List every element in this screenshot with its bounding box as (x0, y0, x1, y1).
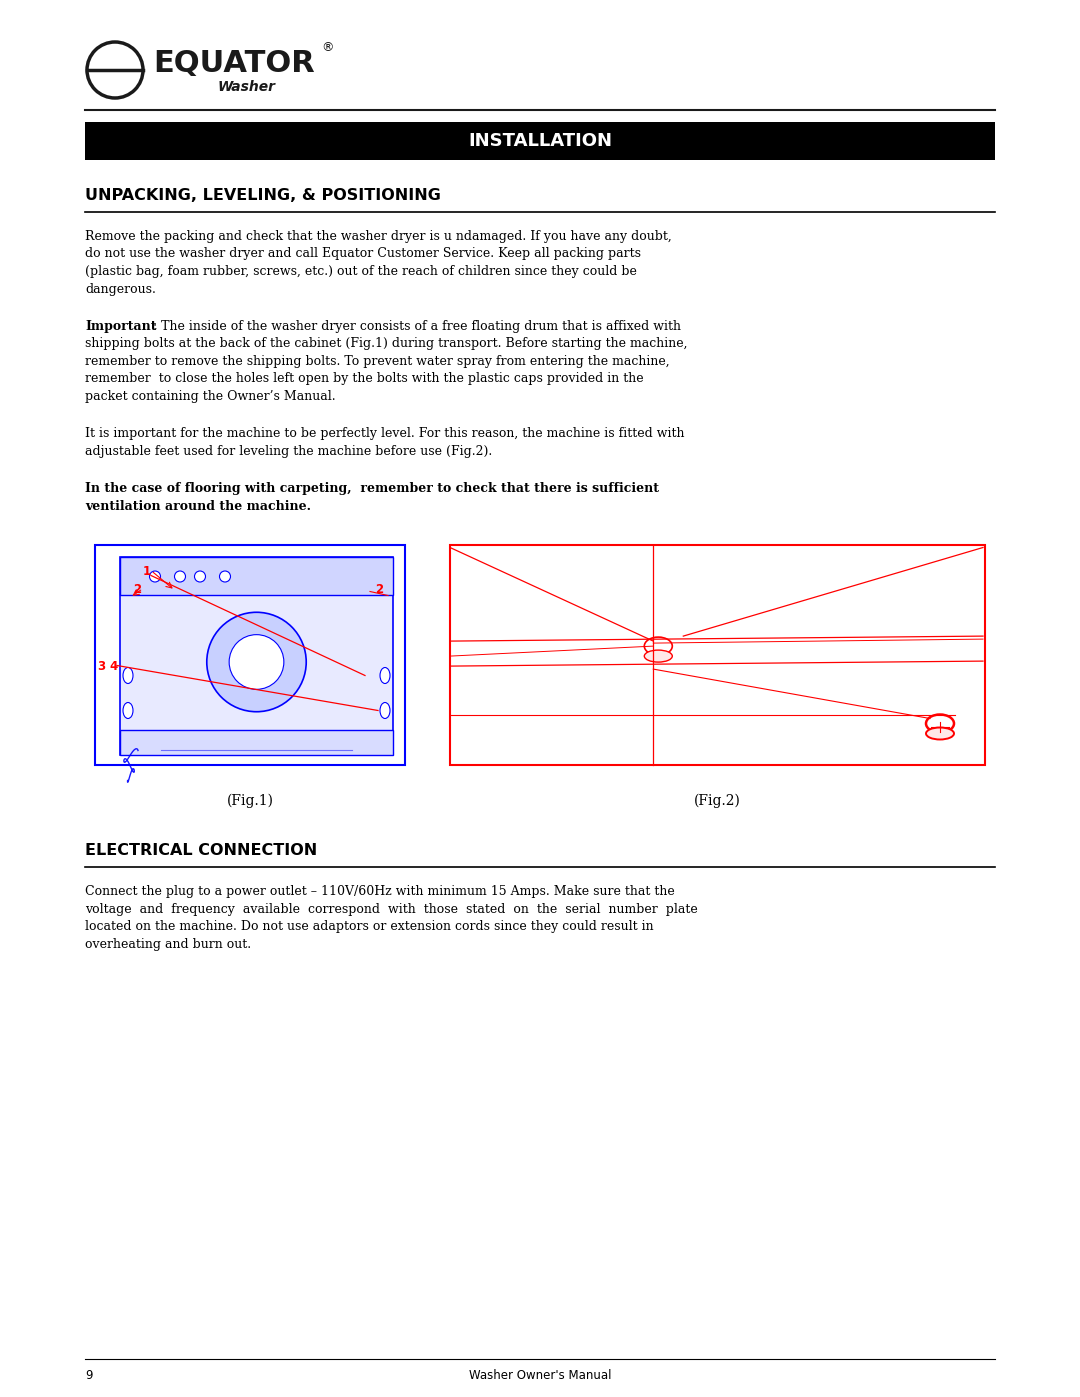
Text: ®: ® (321, 42, 334, 54)
Text: In the case of flooring with carpeting,  remember to check that there is suffici: In the case of flooring with carpeting, … (85, 482, 659, 496)
Text: Washer: Washer (218, 80, 276, 94)
Text: remember  to close the holes left open by the bolts with the plastic caps provid: remember to close the holes left open by… (85, 373, 644, 386)
Circle shape (206, 612, 307, 711)
Circle shape (175, 571, 186, 583)
Text: (Fig.2): (Fig.2) (694, 793, 741, 807)
Text: It is important for the machine to be perfectly level. For this reason, the mach: It is important for the machine to be pe… (85, 427, 685, 440)
Bar (95, 545, 405, 766)
Ellipse shape (380, 668, 390, 683)
Text: adjustable feet used for leveling the machine before use (Fig.2).: adjustable feet used for leveling the ma… (85, 446, 492, 458)
Text: dangerous.: dangerous. (85, 282, 156, 296)
Text: remember to remove the shipping bolts. To prevent water spray from entering the : remember to remove the shipping bolts. T… (85, 355, 670, 367)
Ellipse shape (926, 728, 954, 739)
Circle shape (229, 634, 284, 689)
Text: INSTALLATION: INSTALLATION (468, 131, 612, 149)
Ellipse shape (123, 668, 133, 683)
Text: 1: 1 (143, 566, 151, 578)
Bar (450, 545, 985, 766)
Circle shape (149, 571, 161, 583)
Ellipse shape (645, 650, 672, 662)
Text: shipping bolts at the back of the cabinet (Fig.1) during transport. Before start: shipping bolts at the back of the cabine… (85, 338, 688, 351)
Bar (85, 122, 995, 161)
Text: Connect the plug to a power outlet – 110V/60Hz with minimum 15 Amps. Make sure t: Connect the plug to a power outlet – 110… (85, 886, 675, 898)
Bar (120, 557, 393, 595)
Text: 9: 9 (85, 1369, 93, 1382)
Ellipse shape (380, 703, 390, 718)
Text: (Fig.1): (Fig.1) (227, 793, 273, 807)
Text: : The inside of the washer dryer consists of a free floating drum that is affixe: : The inside of the washer dryer consist… (153, 320, 681, 332)
Text: ventilation around the machine.: ventilation around the machine. (85, 500, 311, 513)
Bar (120, 557, 393, 756)
Circle shape (194, 571, 205, 583)
Text: 2: 2 (133, 584, 141, 597)
Ellipse shape (123, 703, 133, 718)
Text: EQUATOR: EQUATOR (153, 49, 314, 77)
Text: do not use the washer dryer and call Equator Customer Service. Keep all packing : do not use the washer dryer and call Equ… (85, 247, 642, 260)
Text: overheating and burn out.: overheating and burn out. (85, 937, 252, 951)
Ellipse shape (645, 637, 672, 655)
Text: Remove the packing and check that the washer dryer is u ndamaged. If you have an: Remove the packing and check that the wa… (85, 231, 672, 243)
Text: Washer Owner's Manual: Washer Owner's Manual (469, 1369, 611, 1382)
Text: packet containing the Owner’s Manual.: packet containing the Owner’s Manual. (85, 390, 336, 402)
Bar (120, 731, 393, 756)
Ellipse shape (926, 714, 954, 732)
Text: 2: 2 (375, 584, 383, 597)
Text: located on the machine. Do not use adaptors or extension cords since they could : located on the machine. Do not use adapt… (85, 921, 653, 933)
Text: (plastic bag, foam rubber, screws, etc.) out of the reach of children since they: (plastic bag, foam rubber, screws, etc.)… (85, 265, 637, 278)
Circle shape (219, 571, 230, 583)
Text: UNPACKING, LEVELING, & POSITIONING: UNPACKING, LEVELING, & POSITIONING (85, 189, 441, 203)
Text: voltage  and  frequency  available  correspond  with  those  stated  on  the  se: voltage and frequency available correspo… (85, 902, 698, 916)
Text: 3: 3 (97, 661, 105, 673)
Text: 4: 4 (109, 661, 118, 673)
Text: Important: Important (85, 320, 157, 332)
Text: ELECTRICAL CONNECTION: ELECTRICAL CONNECTION (85, 844, 318, 859)
